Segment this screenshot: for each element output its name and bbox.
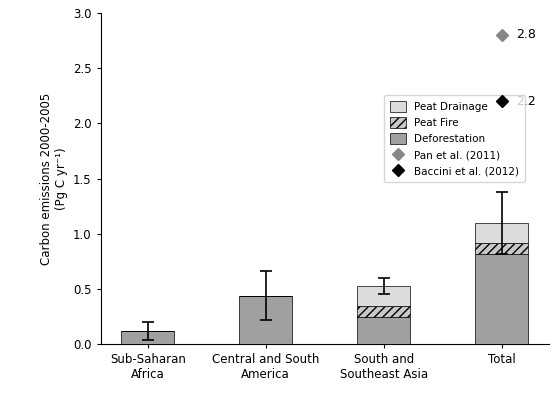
Bar <box>357 317 410 344</box>
Bar <box>475 254 529 344</box>
Text: 2.8: 2.8 <box>516 28 536 41</box>
Bar <box>475 223 529 243</box>
Bar <box>357 286 410 306</box>
Bar <box>475 243 529 254</box>
Text: 2.2: 2.2 <box>516 94 536 108</box>
Bar <box>239 296 292 344</box>
Legend: Peat Drainage, Peat Fire, Deforestation, Pan et al. (2011), Baccini et al. (2012: Peat Drainage, Peat Fire, Deforestation,… <box>384 95 525 182</box>
Bar <box>357 306 410 317</box>
Y-axis label: Carbon emissions 2000-2005
(Pg C yr⁻¹): Carbon emissions 2000-2005 (Pg C yr⁻¹) <box>40 92 68 265</box>
Bar <box>121 331 174 344</box>
